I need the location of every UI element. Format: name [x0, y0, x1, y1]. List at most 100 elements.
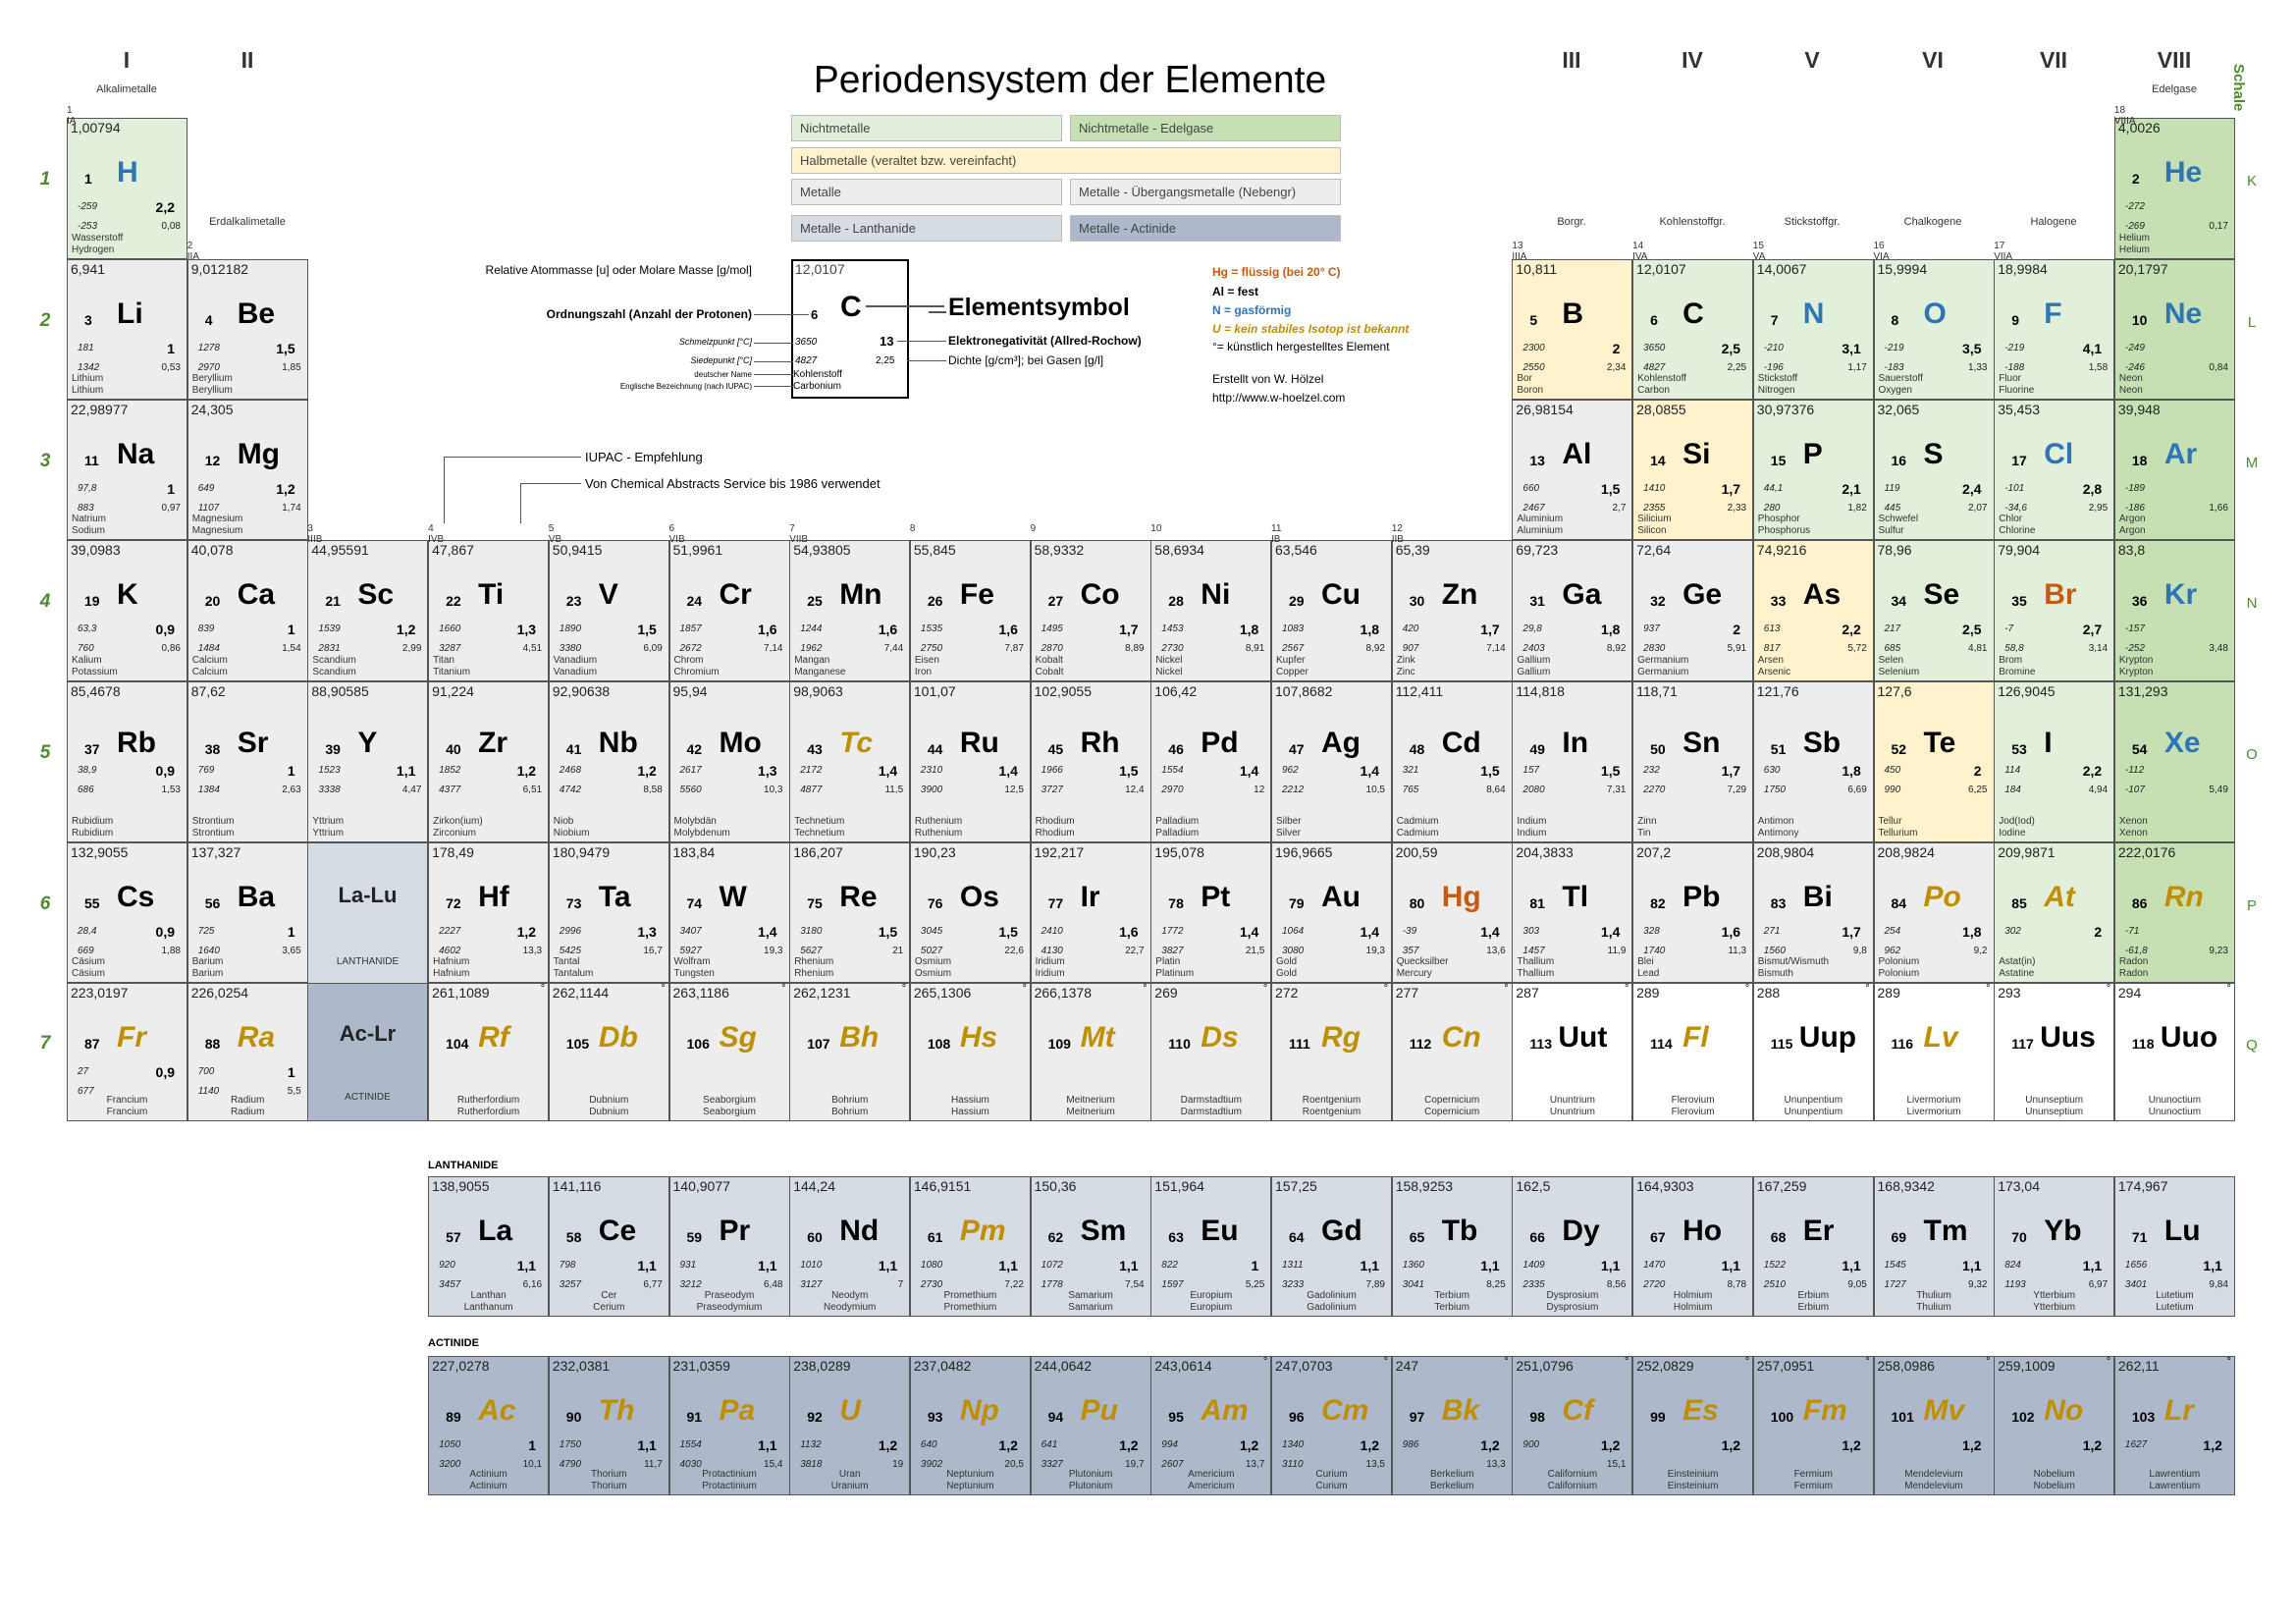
element-cell-rg[interactable]: 272 ° 111 Rg Roentgenium Roentgenium	[1271, 983, 1392, 1121]
element-cell-ne[interactable]: 20,1797 10 Ne -249 -246 0,84 Neon Neon	[2113, 259, 2235, 400]
element-cell-no[interactable]: 259,1009 ° 102 No 1,2 Nobelium Nobelium	[1994, 1356, 2115, 1495]
element-cell-be[interactable]: 9,012182 4 Be 1278 1,5 2970 1,85 Beryllium Beryl…	[187, 259, 308, 400]
element-cell-hg[interactable]: 200,59 80 Hg -39 1,4 357 13,6 Quecksilber Mercur…	[1391, 842, 1513, 983]
element-cell-pu[interactable]: 244,0642 94 Pu 641 1,2 3327 19,7 Plutonium Pluto…	[1030, 1356, 1151, 1495]
element-cell-n[interactable]: 14,0067 7 N -210 3,1 -196 1,17 Stickstoff Nitrog…	[1752, 259, 1874, 400]
element-cell-np[interactable]: 237,0482 93 Np 640 1,2 3902 20,5 Neptunium Neptu…	[909, 1356, 1031, 1495]
element-cell-b[interactable]: 10,811 5 B 2300 2 2550 2,34 Bor Boron	[1512, 259, 1633, 400]
element-cell-co[interactable]: 58,9332 27 Co 1495 1,7 2870 8,89 Kobalt Cobalt	[1030, 540, 1151, 681]
element-cell-db[interactable]: 262,1144 ° 105 Db Dubnium Dubnium	[548, 983, 669, 1121]
element-cell-kr[interactable]: 83,8 36 Kr -157 -252 3,48 Krypton Krypton	[2113, 540, 2235, 681]
element-cell-tm[interactable]: 168,9342 69 Tm 1545 1,1 1727 9,32 Thulium Thuliu…	[1873, 1176, 1995, 1317]
element-cell-lv[interactable]: 289 ° 116 Lv Livermorium Livermorium	[1873, 983, 1995, 1121]
element-cell-mo[interactable]: 95,94 42 Mo 2617 1,3 5560 10,3 Molybdän Molybden…	[668, 681, 790, 842]
element-cell-f[interactable]: 18,9984 9 F -219 4,1 -188 1,58 Fluor Fluorine	[1994, 259, 2115, 400]
element-cell-ra[interactable]: 226,0254 88 Ra 700 1 1140 5,5 Radium Radium	[187, 983, 308, 1121]
element-cell-li[interactable]: 6,941 3 Li 181 1 1342 0,53 Lithium Lithium	[67, 259, 187, 400]
element-cell-al[interactable]: 26,98154 13 Al 660 1,5 2467 2,7 Aluminium Alumin…	[1512, 400, 1633, 540]
element-cell-ge[interactable]: 72,64 32 Ge 937 2 2830 5,91 Germanium Germanium	[1632, 540, 1754, 681]
element-cell-am[interactable]: 243,0614 ° 95 Am 994 1,2 2607 13,7 Americium Amer…	[1150, 1356, 1272, 1495]
element-cell-la[interactable]: 138,9055 57 La 920 1,1 3457 6,16 Lanthan Lanthan…	[428, 1176, 550, 1317]
element-cell-cs[interactable]: 132,9055 55 Cs 28,4 0,9 669 1,88 Cäsium Cäsium	[67, 842, 187, 983]
element-cell-zr[interactable]: 91,224 40 Zr 1852 1,2 4377 6,51 Zirkon(ium) Zirc…	[428, 681, 550, 842]
element-cell-h[interactable]: 1,00794 1 H -259 2,2 -253 0,08 Wasserstoff Hydro…	[67, 118, 187, 259]
element-cell-pb[interactable]: 207,2 82 Pb 328 1,6 1740 11,3 Blei Lead	[1632, 842, 1754, 983]
element-cell-po[interactable]: 208,9824 84 Po 254 1,8 962 9,2 Polonium Polonium	[1873, 842, 1995, 983]
element-cell-w[interactable]: 183,84 74 W 3407 1,4 5927 19,3 Wolfram Tungsten	[668, 842, 790, 983]
element-cell-c[interactable]: 12,0107 6 C 3650 2,5 4827 2,25 Kohlenstoff Carbo…	[1632, 259, 1754, 400]
element-cell-au[interactable]: 196,9665 79 Au 1064 1,4 3080 19,3 Gold Gold	[1271, 842, 1392, 983]
element-cell-th[interactable]: 232,0381 90 Th 1750 1,1 4790 11,7 Thorium Thoriu…	[548, 1356, 669, 1495]
element-cell-ca[interactable]: 40,078 20 Ca 839 1 1484 1,54 Calcium Calcium	[187, 540, 308, 681]
element-cell-uus[interactable]: 293 ° 117 Uus Ununseptium Ununseptium	[1994, 983, 2115, 1121]
element-cell-hf[interactable]: 178,49 72 Hf 2227 1,2 4602 13,3 Hafnium Hafnium	[428, 842, 550, 983]
element-cell-ac[interactable]: 227,0278 89 Ac 1050 1 3200 10,1 Actinium Actiniu…	[428, 1356, 550, 1495]
element-cell-cf[interactable]: 251,0796 ° 98 Cf 900 1,2 15,1 Californium Califo…	[1512, 1356, 1633, 1495]
element-cell-pr[interactable]: 140,9077 59 Pr 931 1,1 3212 6,48 Praseodym Prase…	[668, 1176, 790, 1317]
element-cell-cd[interactable]: 112,411 48 Cd 321 1,5 765 8,64 Cadmium Cadmium	[1391, 681, 1513, 842]
element-cell-ds[interactable]: 269 ° 110 Ds Darmstadtium Darmstadtium	[1150, 983, 1272, 1121]
element-cell-ru[interactable]: 101,07 44 Ru 2310 1,4 3900 12,5 Ruthenium Ruthen…	[909, 681, 1031, 842]
element-cell-in[interactable]: 114,818 49 In 157 1,5 2080 7,31 Indium Indium	[1512, 681, 1633, 842]
element-cell-cn[interactable]: 277 ° 112 Cn Copernicium Copernicium	[1391, 983, 1513, 1121]
element-cell-tb[interactable]: 158,9253 65 Tb 1360 1,1 3041 8,25 Terbium Terbiu…	[1391, 1176, 1513, 1317]
element-cell-p[interactable]: 30,97376 15 P 44,1 2,1 280 1,82 Phosphor Phospho…	[1752, 400, 1874, 540]
element-cell-na[interactable]: 22,98977 11 Na 97,8 1 883 0,97 Natrium Sodium	[67, 400, 187, 540]
element-cell-nd[interactable]: 144,24 60 Nd 1010 1,1 3127 7 Neodym Neodymium	[789, 1176, 911, 1317]
element-cell-mt[interactable]: 266,1378 ° 109 Mt Meitnerium Meitnerium	[1030, 983, 1151, 1121]
element-cell-xe[interactable]: 131,293 54 Xe -112 -107 5,49 Xenon Xenon	[2113, 681, 2235, 842]
element-cell-sn[interactable]: 118,71 50 Sn 232 1,7 2270 7,29 Zinn Tin	[1632, 681, 1754, 842]
element-cell-hs[interactable]: 265,1306 ° 108 Hs Hassium Hassium	[909, 983, 1031, 1121]
element-cell-rh[interactable]: 102,9055 45 Rh 1966 1,5 3727 12,4 Rhodium Rhodiu…	[1030, 681, 1151, 842]
element-cell-re[interactable]: 186,207 75 Re 3180 1,5 5627 21 Rhenium Rhenium	[789, 842, 911, 983]
element-cell-pd[interactable]: 106,42 46 Pd 1554 1,4 2970 12 Palladium Palladiu…	[1150, 681, 1272, 842]
element-cell-ni[interactable]: 58,6934 28 Ni 1453 1,8 2730 8,91 Nickel Nickel	[1150, 540, 1272, 681]
element-cell-ce[interactable]: 141,116 58 Ce 798 1,1 3257 6,77 Cer Cerium	[548, 1176, 669, 1317]
author-url[interactable]: http://www.w-hoelzel.com	[1212, 391, 1346, 405]
element-cell-ga[interactable]: 69,723 31 Ga 29,8 1,8 2403 8,92 Gallium Gallium	[1512, 540, 1633, 681]
element-cell-sc[interactable]: 44,95591 21 Sc 1539 1,2 2831 2,99 Scandium Scand…	[307, 540, 429, 681]
element-cell-os[interactable]: 190,23 76 Os 3045 1,5 5027 22,6 Osmium Osmium	[909, 842, 1031, 983]
element-cell-mn[interactable]: 54,93805 25 Mn 1244 1,6 1962 7,44 Mangan Mangane…	[789, 540, 911, 681]
element-cell-i[interactable]: 126,9045 53 I 114 2,2 184 4,94 Jod(Iod) Iodine	[1994, 681, 2115, 842]
element-cell-ar[interactable]: 39,948 18 Ar -189 -186 1,66 Argon Argon	[2113, 400, 2235, 540]
element-cell-y[interactable]: 88,90585 39 Y 1523 1,1 3338 4,47 Yttrium Yttrium	[307, 681, 429, 842]
element-cell-yb[interactable]: 173,04 70 Yb 824 1,1 1193 6,97 Ytterbium Ytterbi…	[1994, 1176, 2115, 1317]
element-cell-si[interactable]: 28,0855 14 Si 1410 1,7 2355 2,33 Silicium Silico…	[1632, 400, 1754, 540]
element-cell-tl[interactable]: 204,3833 81 Tl 303 1,4 1457 11,9 Thallium Thalli…	[1512, 842, 1633, 983]
element-cell-es[interactable]: 252,0829 ° 99 Es 1,2 Einsteinium Einsteinium	[1632, 1356, 1754, 1495]
element-cell-sr[interactable]: 87,62 38 Sr 769 1 1384 2,63 Strontium Strontium	[187, 681, 308, 842]
element-cell-fm[interactable]: 257,0951 ° 100 Fm 1,2 Fermium Fermium	[1752, 1356, 1874, 1495]
element-cell-te[interactable]: 127,6 52 Te 450 2 990 6,25 Tellur Tellurium	[1873, 681, 1995, 842]
element-cell-lr[interactable]: 262,11 ° 103 Lr 1627 1,2 Lawrentium Lawrentium	[2113, 1356, 2235, 1495]
element-cell-sm[interactable]: 150,36 62 Sm 1072 1,1 1778 7,54 Samarium Samariu…	[1030, 1176, 1151, 1317]
element-cell-se[interactable]: 78,96 34 Se 217 2,5 685 4,81 Selen Selenium	[1873, 540, 1995, 681]
element-cell-bi[interactable]: 208,9804 83 Bi 271 1,7 1560 9,8 Bismut/Wismuth B…	[1752, 842, 1874, 983]
element-cell-uuo[interactable]: 294 ° 118 Uuo Ununoctium Ununoctium	[2113, 983, 2235, 1121]
element-cell-uut[interactable]: 287 ° 113 Uut Ununtrium Ununtrium	[1512, 983, 1633, 1121]
element-cell-fl[interactable]: 289 ° 114 Fl Flerovium Flerovium	[1632, 983, 1754, 1121]
element-cell-u[interactable]: 238,0289 92 U 1132 1,2 3818 19 Uran Uranium	[789, 1356, 911, 1495]
element-cell-o[interactable]: 15,9994 8 O -219 3,5 -183 1,33 Sauerstoff Oxygen	[1873, 259, 1995, 400]
element-cell-ir[interactable]: 192,217 77 Ir 2410 1,6 4130 22,7 Iridium Iridium	[1030, 842, 1151, 983]
element-cell-ba[interactable]: 137,327 56 Ba 725 1 1640 3,65 Barium Barium	[187, 842, 308, 983]
element-cell-cl[interactable]: 35,453 17 Cl -101 2,8 -34,6 2,95 Chlor Chlorine	[1994, 400, 2115, 540]
element-cell-uup[interactable]: 288 ° 115 Uup Ununpentium Ununpentium	[1752, 983, 1874, 1121]
element-cell-ho[interactable]: 164,9303 67 Ho 1470 1,1 2720 8,78 Holmium Holmiu…	[1632, 1176, 1754, 1317]
element-cell-rb[interactable]: 85,4678 37 Rb 38,9 0,9 686 1,53 Rubidium Rubidiu…	[67, 681, 187, 842]
element-cell-zn[interactable]: 65,39 30 Zn 420 1,7 907 7,14 Zink Zinc	[1391, 540, 1513, 681]
element-cell-ti[interactable]: 47,867 22 Ti 1660 1,3 3287 4,51 Titan Titanium	[428, 540, 550, 681]
element-cell-bh[interactable]: 262,1231 ° 107 Bh Bohrium Bohrium	[789, 983, 911, 1121]
element-cell-nb[interactable]: 92,90638 41 Nb 2468 1,2 4742 8,58 Niob Niobium	[548, 681, 669, 842]
actinide-placeholder[interactable]: Ac-Lr ACTINIDE	[307, 983, 428, 1121]
element-cell-pt[interactable]: 195,078 78 Pt 1772 1,4 3827 21,5 Platin Platinum	[1150, 842, 1272, 983]
element-cell-pm[interactable]: 146,9151 61 Pm 1080 1,1 2730 7,22 Promethium Pro…	[909, 1176, 1031, 1317]
element-cell-bk[interactable]: 247 ° 97 Bk 986 1,2 13,3 Berkelium Berkelium	[1391, 1356, 1513, 1495]
element-cell-cu[interactable]: 63,546 29 Cu 1083 1,8 2567 8,92 Kupfer Copper	[1271, 540, 1392, 681]
element-cell-fr[interactable]: 223,0197 87 Fr 27 0,9 677 Francium Francium	[67, 983, 187, 1121]
element-cell-lu[interactable]: 174,967 71 Lu 1656 1,1 3401 9,84 Lutetium Luteti…	[2113, 1176, 2235, 1317]
element-cell-as[interactable]: 74,9216 33 As 613 2,2 817 5,72 Arsen Arsenic	[1752, 540, 1874, 681]
element-cell-dy[interactable]: 162,5 66 Dy 1409 1,1 2335 8,56 Dysprosium Dyspro…	[1512, 1176, 1633, 1317]
element-cell-eu[interactable]: 151,964 63 Eu 822 1 1597 5,25 Europium Europium	[1150, 1176, 1272, 1317]
element-cell-mv[interactable]: 258,0986 ° 101 Mv 1,2 Mendelevium Mendelevium	[1873, 1356, 1995, 1495]
